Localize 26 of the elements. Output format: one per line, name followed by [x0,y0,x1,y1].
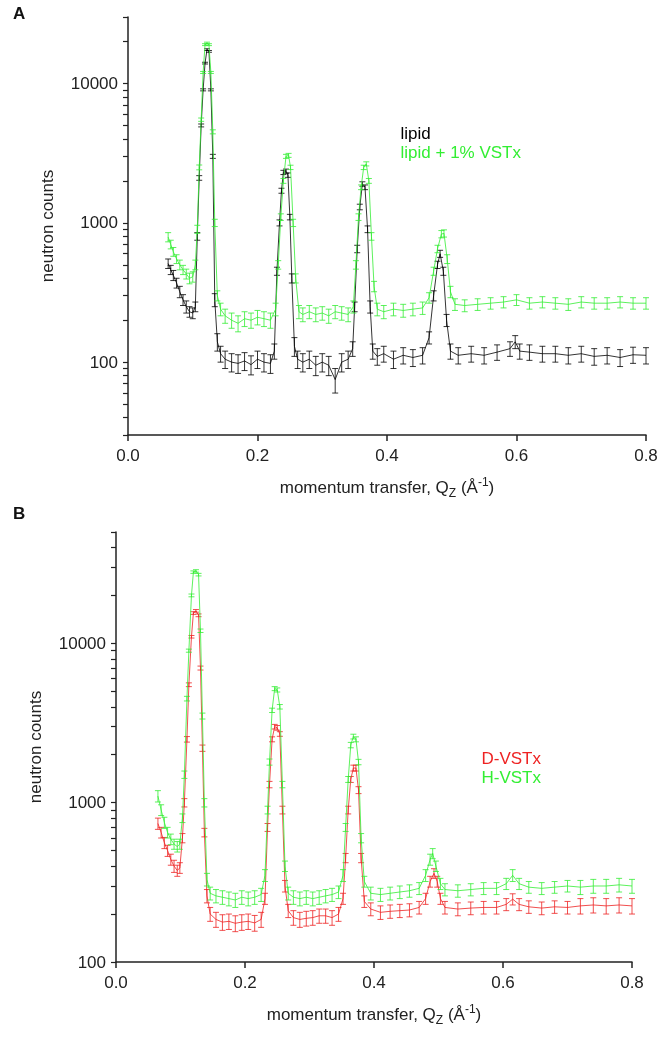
x-tick-label: 0.4 [362,973,386,992]
text: lipid + 1% VSTx [400,143,522,162]
chart-title: A [13,4,26,23]
x-tick-label: 0.0 [116,446,140,465]
y-tick-label: 10000 [70,73,118,93]
x-tick-label: 0.8 [620,973,644,992]
y-axis-title: neutron counts [26,690,45,804]
x-tick-label: 0.2 [245,446,270,465]
x-axis-title: momentum transfer, Q$_{Z}$ (Å$^{-1}$) [278,475,496,501]
x-tick-label: 0.8 [634,446,658,465]
text: D-VSTx [481,749,542,768]
y-tick-label: 100 [77,952,106,972]
text: lipid [400,124,431,143]
y-tick-label: 1000 [80,213,118,233]
x-axis-title: momentum transfer, Q$_{Z}$ (Å$^{-1}$) [265,1002,483,1028]
x-tick-label: 0.0 [104,973,128,992]
y-tick-label: 1000 [68,793,106,813]
x-tick-label: 0.6 [491,973,515,992]
x-tick-label: 0.6 [504,446,529,465]
x-tick-label: 0.4 [375,446,399,465]
y-axis-title: neutron counts [38,169,57,283]
chart-title: B [13,504,26,523]
y-tick-label: 10000 [58,633,106,653]
x-tick-label: 0.2 [233,973,257,992]
y-tick-label: 100 [89,352,118,372]
text: H-VSTx [481,768,542,787]
